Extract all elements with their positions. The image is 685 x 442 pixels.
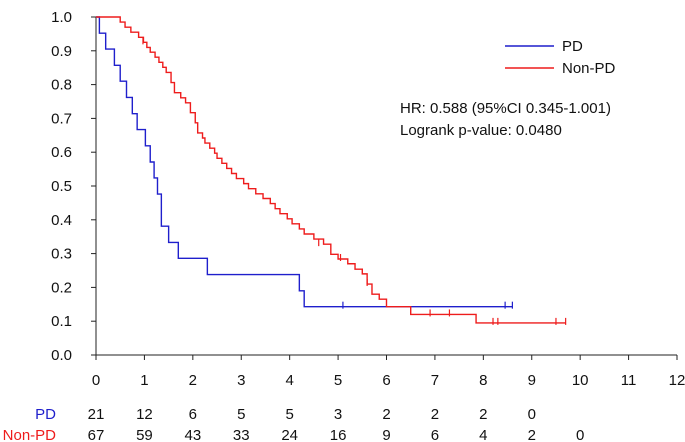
risk-count-pd: 6 bbox=[189, 406, 197, 423]
hazard-ratio-annotation: HR: 0.588 (95%CI 0.345-1.001) bbox=[400, 100, 611, 117]
x-tick-label: 1 bbox=[140, 372, 148, 389]
risk-count-non-pd: 59 bbox=[136, 427, 153, 442]
risk-count-non-pd: 6 bbox=[431, 427, 439, 442]
x-tick-label: 8 bbox=[479, 372, 487, 389]
y-tick-label: 0.7 bbox=[51, 110, 72, 127]
logrank-annotation: Logrank p-value: 0.0480 bbox=[400, 122, 562, 139]
axes: 0.00.10.20.30.40.50.60.70.80.91.00 1 2 3 4 5 6… bbox=[51, 9, 685, 389]
risk-count-pd: 5 bbox=[237, 406, 245, 423]
x-tick-label: 4 bbox=[285, 372, 293, 389]
x-tick-label: 7 bbox=[431, 372, 439, 389]
risk-row-label-non-pd: Non-PD bbox=[3, 427, 57, 442]
y-tick-label: 0.2 bbox=[51, 279, 72, 296]
legend-label-non-pd: Non-PD bbox=[562, 60, 616, 77]
risk-count-pd: 2 bbox=[382, 406, 390, 423]
y-tick-label: 0.8 bbox=[51, 77, 72, 94]
risk-count-pd: 2 bbox=[431, 406, 439, 423]
survival-curve-pd bbox=[96, 16, 513, 308]
survival-curves bbox=[96, 16, 567, 325]
x-tick-label: 6 bbox=[382, 372, 390, 389]
y-tick-label: 0.4 bbox=[51, 212, 72, 229]
risk-count-pd: 2 bbox=[479, 406, 487, 423]
y-tick-label: 0.3 bbox=[51, 246, 72, 263]
y-tick-label: 1.0 bbox=[51, 9, 72, 26]
risk-count-non-pd: 0 bbox=[576, 427, 584, 442]
x-tick-label: 10 bbox=[572, 372, 589, 389]
x-tick-label: 11 bbox=[621, 372, 637, 389]
risk-count-non-pd: 2 bbox=[528, 427, 536, 442]
risk-row-label-pd: PD bbox=[35, 406, 56, 423]
risk-count-pd: 21 bbox=[88, 406, 105, 423]
risk-count-pd: 0 bbox=[528, 406, 536, 423]
x-tick-label: 12 bbox=[669, 372, 685, 389]
x-tick-label: 2 bbox=[189, 372, 197, 389]
x-tick-label: 5 bbox=[334, 372, 342, 389]
annotations: HR: 0.588 (95%CI 0.345-1.001) Logrank p-… bbox=[400, 100, 611, 139]
risk-count-non-pd: 9 bbox=[382, 427, 390, 442]
legend: PD Non-PD bbox=[505, 38, 616, 77]
x-tick-label: 0 bbox=[92, 372, 100, 389]
y-tick-label: 0.6 bbox=[51, 144, 72, 161]
survival-curve-non-pd bbox=[96, 16, 566, 324]
y-tick-label: 0.1 bbox=[51, 313, 72, 330]
risk-count-non-pd: 4 bbox=[479, 427, 487, 442]
risk-count-pd: 3 bbox=[334, 406, 342, 423]
risk-count-non-pd: 33 bbox=[233, 427, 250, 442]
y-tick-label: 0.9 bbox=[51, 43, 72, 60]
legend-label-pd: PD bbox=[562, 38, 583, 55]
risk-count-non-pd: 24 bbox=[281, 427, 298, 442]
risk-count-non-pd: 43 bbox=[184, 427, 201, 442]
y-tick-label: 0.0 bbox=[51, 347, 72, 364]
risk-count-non-pd: 67 bbox=[88, 427, 105, 442]
y-tick-label: 0.5 bbox=[51, 178, 72, 195]
x-tick-label: 9 bbox=[528, 372, 536, 389]
numbers-at-risk-table: PD 21 12 6 5 5 3 2 2 2 0 Non-PD 67 59 43 33 24 16 9 6 4 2 0 bbox=[3, 406, 585, 442]
risk-count-pd: 12 bbox=[136, 406, 153, 423]
risk-count-pd: 5 bbox=[285, 406, 293, 423]
x-tick-label: 3 bbox=[237, 372, 245, 389]
risk-count-non-pd: 16 bbox=[330, 427, 347, 442]
